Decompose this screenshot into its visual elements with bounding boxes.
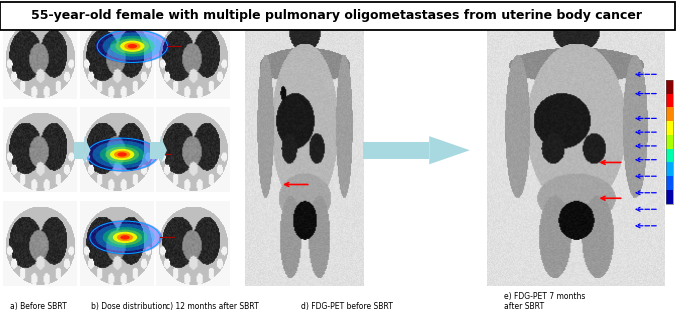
Text: c) 12 months after SBRT: c) 12 months after SBRT: [166, 302, 258, 311]
Circle shape: [88, 220, 162, 254]
Bar: [666, 107, 673, 121]
Text: e) FDG-PET 7 months
after SBRT: e) FDG-PET 7 months after SBRT: [504, 292, 585, 311]
Text: BODY
Exc.: BODY Exc.: [316, 19, 333, 30]
Circle shape: [103, 227, 147, 248]
Bar: [666, 190, 673, 204]
Circle shape: [128, 44, 137, 49]
Circle shape: [120, 235, 130, 239]
Text: Dos
E: Dos E: [584, 19, 596, 30]
Circle shape: [100, 144, 145, 165]
Bar: [666, 80, 673, 204]
Text: b) Dose distribution: b) Dose distribution: [91, 302, 168, 311]
Circle shape: [103, 33, 162, 60]
Bar: [150, 141, 160, 159]
FancyBboxPatch shape: [0, 2, 675, 30]
Bar: [666, 94, 673, 107]
Polygon shape: [84, 136, 91, 164]
Text: a) Before SBRT: a) Before SBRT: [10, 302, 67, 311]
Polygon shape: [429, 136, 470, 164]
Circle shape: [95, 223, 155, 251]
Circle shape: [113, 232, 137, 243]
Bar: [363, 141, 429, 159]
Circle shape: [124, 43, 141, 50]
Circle shape: [114, 151, 130, 158]
Circle shape: [95, 29, 170, 64]
Polygon shape: [160, 136, 167, 164]
Bar: [666, 80, 673, 94]
Circle shape: [116, 38, 149, 54]
Bar: [74, 141, 84, 159]
Circle shape: [105, 146, 139, 162]
Text: d) FDG-PET before SBRT: d) FDG-PET before SBRT: [301, 302, 393, 311]
Text: 55-year-old female with multiple pulmonary oligometastases from uterine body can: 55-year-old female with multiple pulmona…: [31, 9, 642, 23]
Bar: [666, 162, 673, 176]
Circle shape: [93, 141, 152, 168]
Bar: [666, 135, 673, 149]
Circle shape: [110, 36, 155, 57]
Bar: [666, 121, 673, 135]
Bar: [666, 176, 673, 190]
Circle shape: [120, 41, 145, 52]
Circle shape: [118, 152, 127, 156]
Circle shape: [110, 149, 135, 160]
Bar: [666, 149, 673, 162]
Circle shape: [117, 233, 133, 241]
Circle shape: [85, 137, 160, 172]
Circle shape: [108, 229, 142, 245]
